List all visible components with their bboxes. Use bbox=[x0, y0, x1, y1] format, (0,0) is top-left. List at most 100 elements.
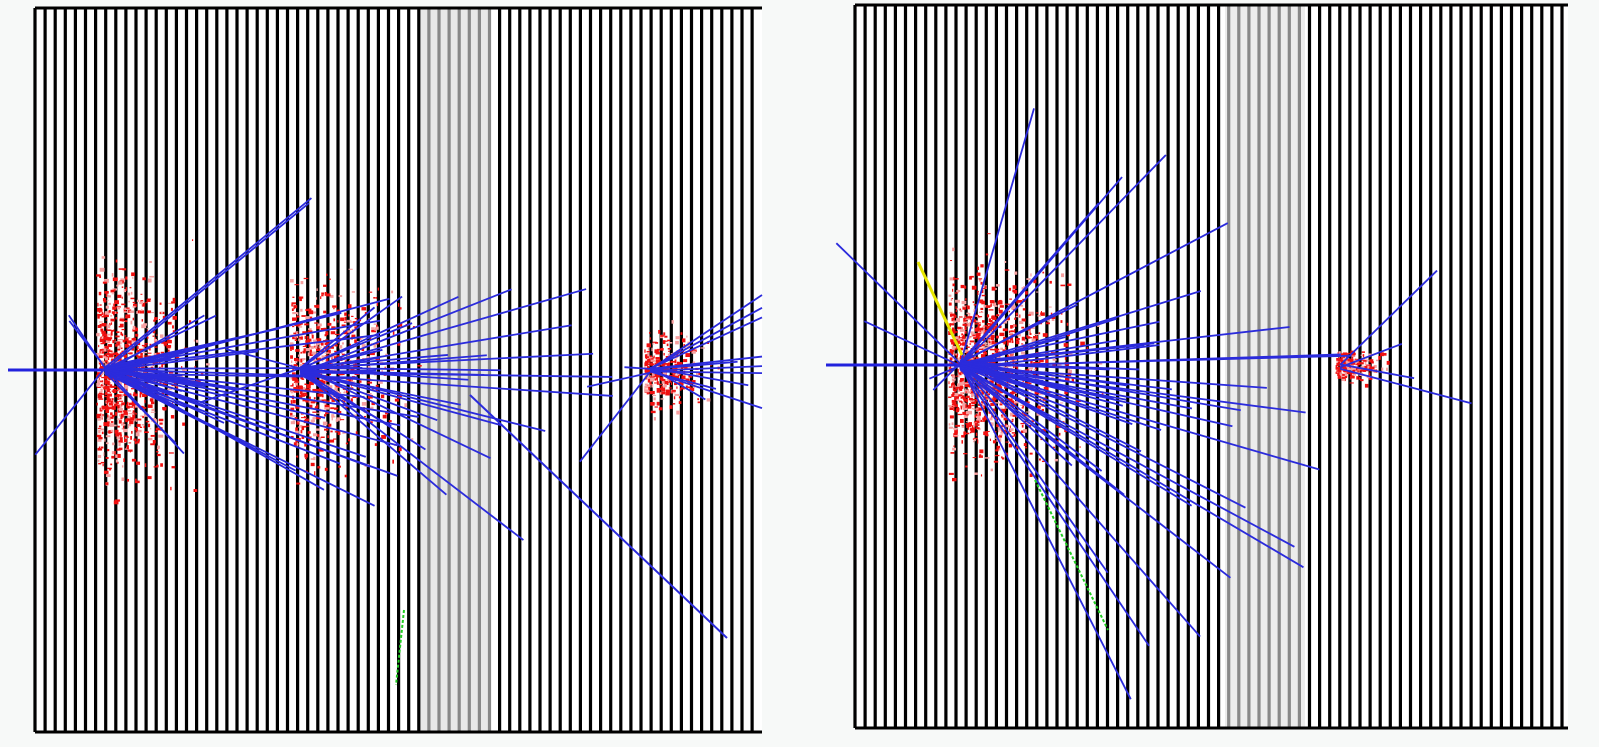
hit bbox=[136, 428, 138, 432]
hit bbox=[971, 402, 973, 404]
hit bbox=[688, 387, 692, 389]
hit bbox=[171, 308, 173, 311]
hit bbox=[953, 445, 954, 446]
hit bbox=[294, 284, 298, 285]
hit bbox=[995, 305, 998, 307]
hit bbox=[1336, 365, 1338, 369]
hit bbox=[648, 379, 650, 382]
hit bbox=[954, 428, 957, 430]
hit bbox=[121, 304, 125, 306]
hit bbox=[1046, 322, 1050, 324]
hit bbox=[116, 352, 118, 353]
hit bbox=[113, 402, 116, 404]
hit bbox=[314, 471, 315, 475]
hit bbox=[650, 356, 652, 358]
hit bbox=[108, 303, 111, 305]
hit bbox=[160, 334, 164, 337]
hit bbox=[1034, 369, 1036, 370]
hit bbox=[952, 448, 956, 451]
hit bbox=[135, 334, 138, 337]
hit bbox=[644, 362, 648, 366]
hit bbox=[954, 435, 959, 436]
hit bbox=[116, 312, 118, 314]
hit bbox=[1025, 291, 1028, 294]
hit bbox=[1005, 269, 1010, 270]
hit bbox=[335, 407, 338, 409]
hit bbox=[325, 352, 330, 353]
hit bbox=[981, 301, 985, 305]
hit bbox=[956, 318, 960, 322]
hit bbox=[650, 337, 651, 339]
hit bbox=[302, 427, 305, 430]
hit bbox=[970, 340, 975, 342]
hit bbox=[106, 442, 109, 444]
hit bbox=[340, 318, 344, 322]
hit bbox=[373, 345, 376, 348]
hit bbox=[112, 406, 115, 410]
hit bbox=[661, 392, 665, 394]
hit bbox=[98, 460, 100, 462]
hit bbox=[969, 398, 973, 400]
hit bbox=[135, 479, 137, 481]
hit bbox=[169, 452, 174, 453]
hit bbox=[116, 285, 118, 287]
hit bbox=[316, 406, 318, 408]
hit bbox=[334, 416, 335, 417]
hit bbox=[963, 453, 967, 454]
hit bbox=[955, 300, 960, 303]
hit bbox=[977, 440, 978, 444]
hit bbox=[966, 347, 969, 348]
hit bbox=[336, 330, 337, 331]
hit bbox=[98, 463, 101, 464]
hit bbox=[1061, 320, 1063, 323]
hit bbox=[992, 315, 996, 318]
hit bbox=[148, 424, 150, 428]
hit bbox=[305, 336, 306, 339]
hit bbox=[304, 454, 308, 458]
hit bbox=[972, 335, 975, 336]
hit bbox=[120, 343, 121, 344]
hit bbox=[964, 399, 965, 401]
hit bbox=[976, 416, 980, 418]
hit bbox=[999, 333, 1004, 336]
hit bbox=[344, 391, 346, 392]
hit bbox=[345, 475, 347, 478]
hit bbox=[105, 392, 107, 395]
hit bbox=[1342, 377, 1345, 379]
hit bbox=[976, 433, 977, 436]
hit bbox=[327, 435, 329, 438]
hit bbox=[338, 466, 341, 468]
hit bbox=[327, 323, 331, 326]
hit bbox=[133, 318, 134, 321]
hit bbox=[106, 356, 108, 357]
hit bbox=[330, 295, 333, 298]
hit bbox=[102, 432, 104, 435]
hit bbox=[313, 433, 317, 436]
hit bbox=[115, 455, 117, 458]
hit bbox=[122, 286, 124, 288]
hit bbox=[106, 435, 111, 437]
hit bbox=[999, 300, 1001, 301]
hit bbox=[136, 419, 141, 421]
hit bbox=[103, 298, 106, 301]
hit bbox=[119, 268, 124, 270]
hit bbox=[1381, 368, 1383, 371]
hit bbox=[956, 408, 959, 412]
hit bbox=[973, 441, 974, 442]
hit bbox=[654, 351, 658, 353]
hit bbox=[953, 321, 956, 323]
hit bbox=[128, 301, 130, 303]
hit bbox=[110, 319, 114, 322]
hit bbox=[301, 430, 303, 433]
hit bbox=[666, 390, 670, 393]
hit bbox=[308, 310, 313, 314]
hit bbox=[954, 315, 957, 318]
hit bbox=[983, 406, 985, 410]
hit bbox=[954, 278, 959, 280]
hit bbox=[1005, 304, 1010, 305]
hit bbox=[963, 307, 967, 309]
hit bbox=[1067, 284, 1071, 286]
hit bbox=[105, 353, 110, 355]
hit bbox=[159, 419, 164, 421]
hit bbox=[316, 297, 317, 299]
